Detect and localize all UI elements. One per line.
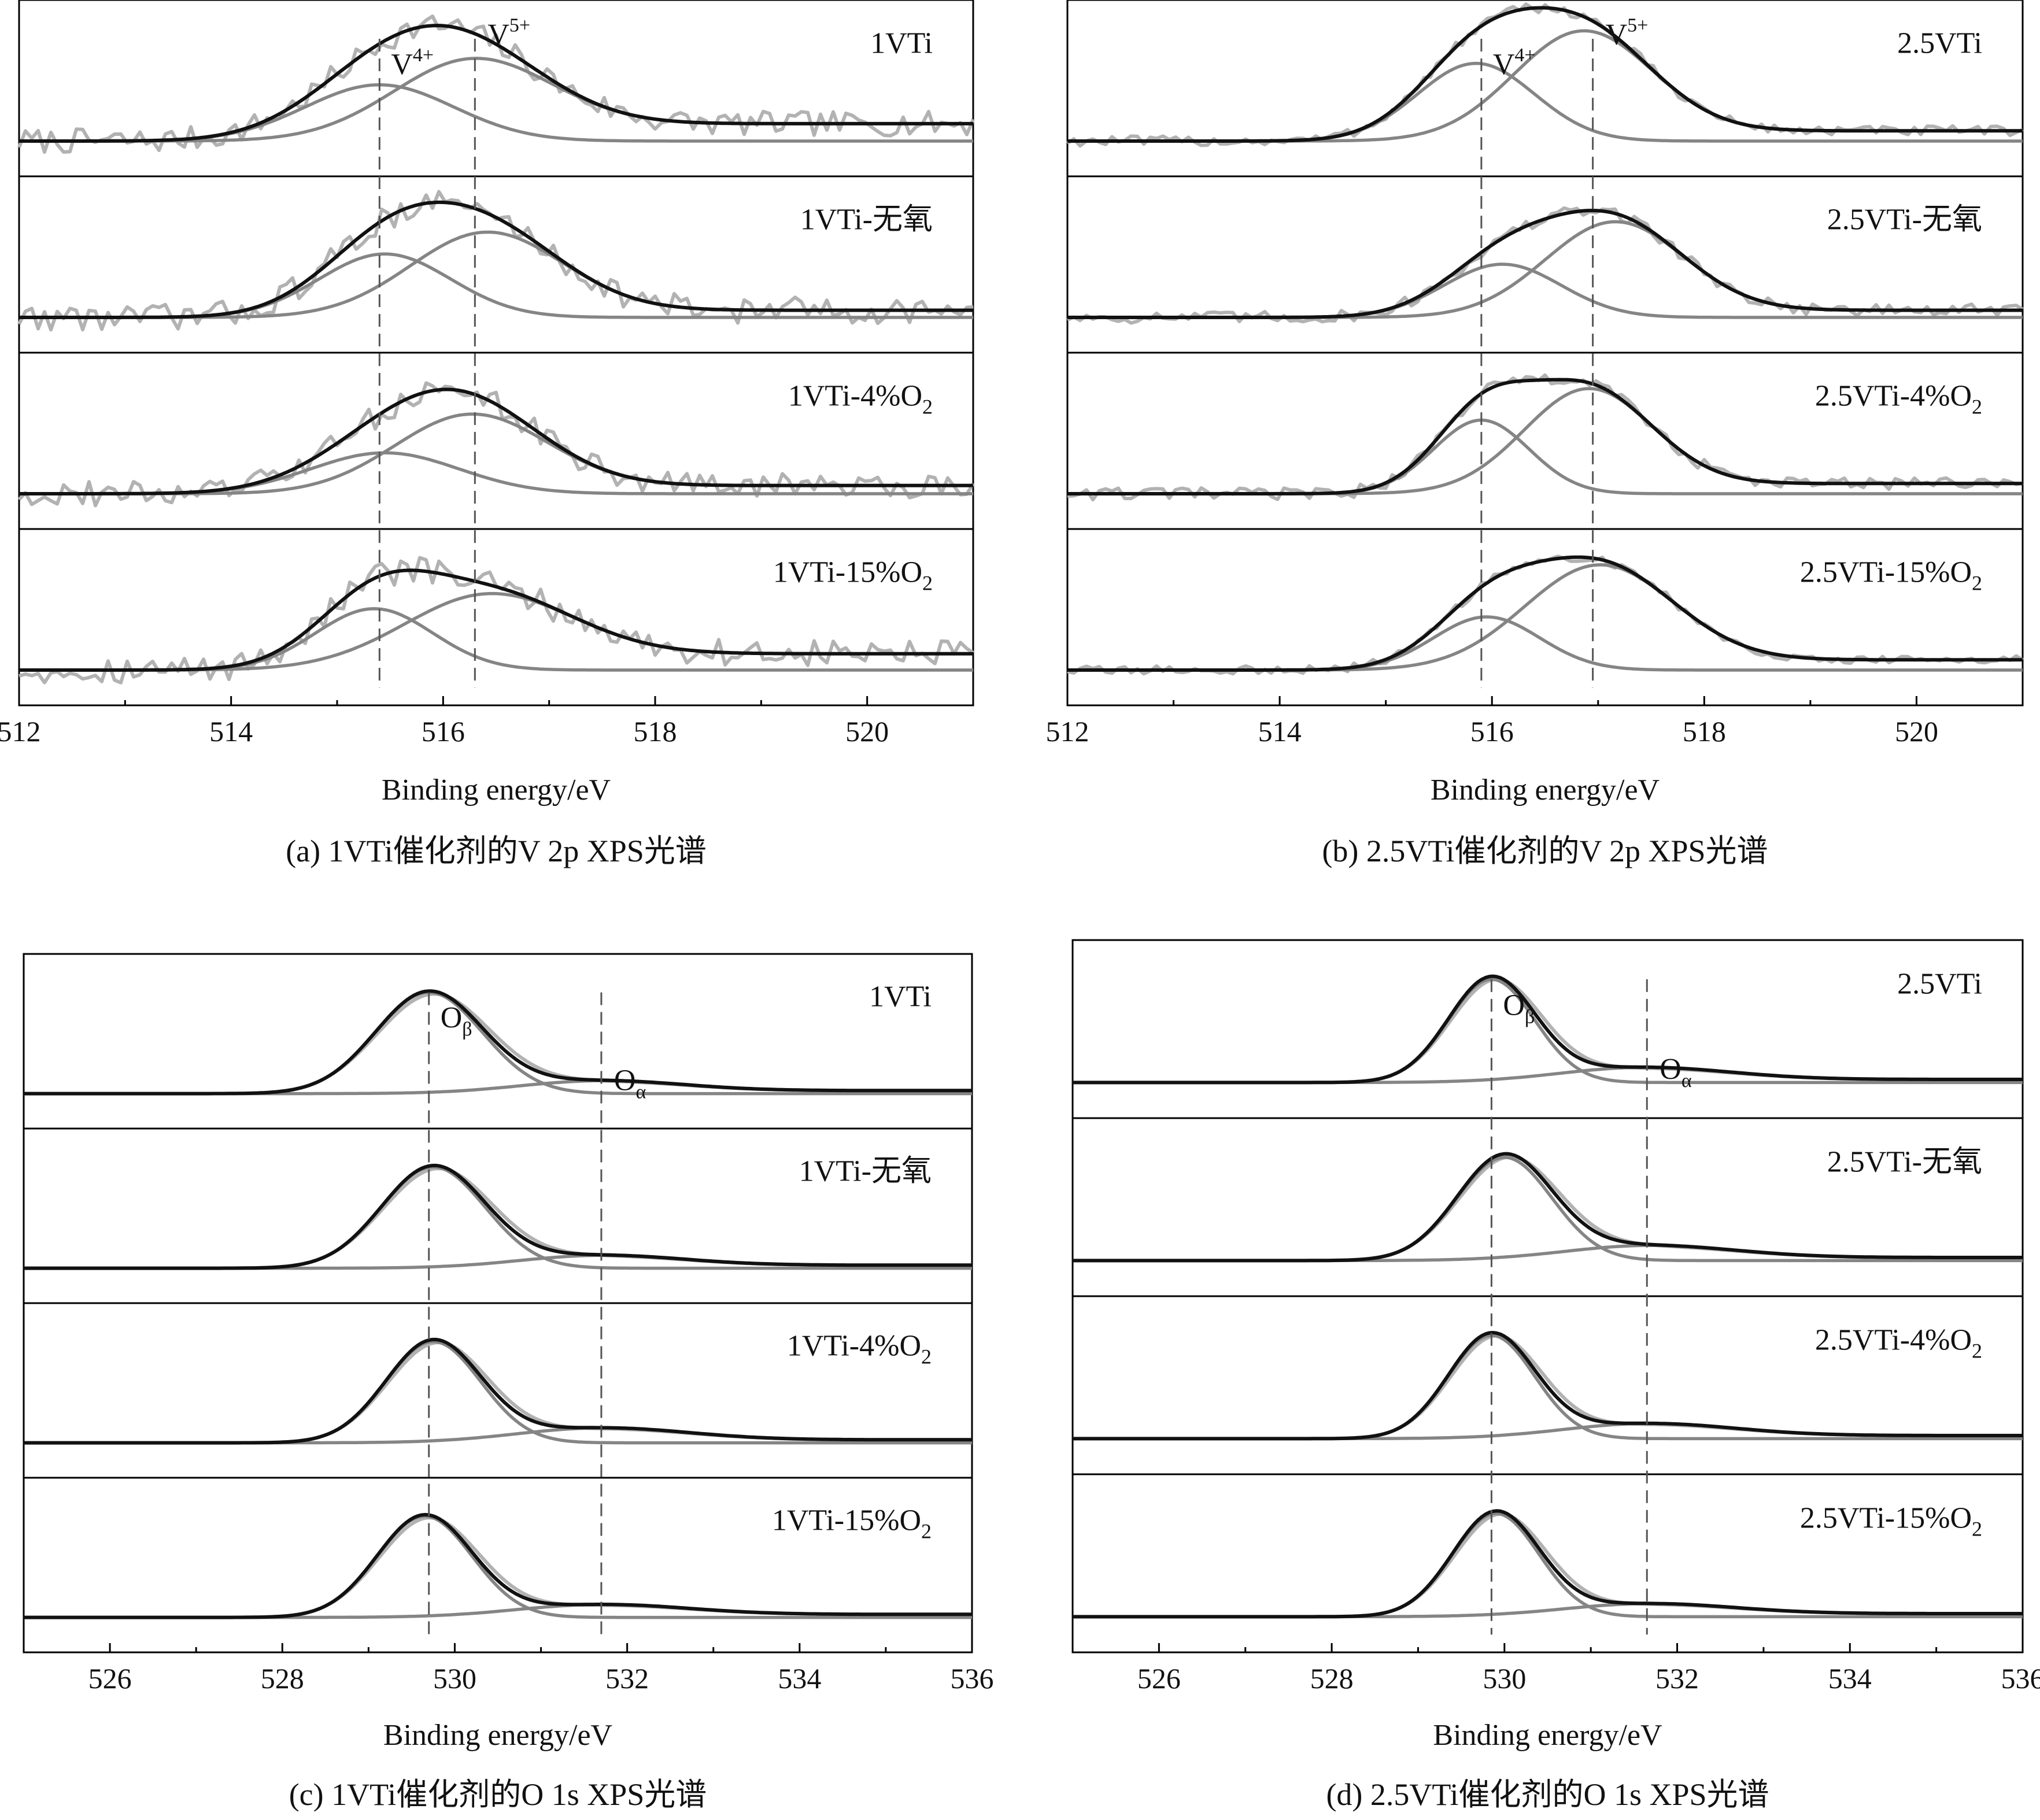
peak-label: V4+ — [1493, 45, 1536, 81]
panel-caption: (b) 2.5VTi催化剂的V 2p XPS光谱 — [1322, 834, 1768, 868]
fit-envelope — [1073, 1509, 2023, 1619]
x-axis-label: Binding energy/eV — [382, 774, 611, 807]
series-label: 1VTi — [869, 981, 932, 1013]
x-tick-label: 526 — [88, 1662, 132, 1695]
fit-envelope — [24, 989, 972, 1096]
series-label: 2.5VTi-4%O2 — [1815, 1323, 1982, 1362]
chart-panel-a: 1VTi 1VTi-无氧 1VTi-4%O2 1VTi-15%O2 V4+ V5+ 512 5… — [0, 0, 975, 868]
fit-envelope — [24, 1163, 972, 1270]
x-axis-label: Binding energy/eV — [383, 1719, 612, 1752]
fit-envelope — [19, 24, 973, 143]
peak-label: Oβ — [1503, 989, 1535, 1027]
series-label: 1VTi-4%O2 — [788, 380, 933, 419]
series-label: 1VTi-无氧 — [800, 204, 933, 236]
peak-label: V4+ — [391, 45, 434, 81]
x-axis-label: Binding energy/eV — [1433, 1719, 1662, 1752]
x-tick-label: 534 — [778, 1662, 821, 1695]
series-label: 2.5VTi-15%O2 — [1800, 1501, 1982, 1540]
x-tick-label: 536 — [2001, 1662, 2040, 1695]
x-tick-label: 520 — [845, 715, 889, 748]
x-axis-label: Binding energy/eV — [1431, 774, 1660, 807]
fit-envelope — [19, 387, 973, 495]
x-tick-label: 530 — [1483, 1662, 1526, 1695]
series-label: 2.5VTi-无氧 — [1827, 204, 1982, 236]
x-tick-label: 514 — [1258, 715, 1302, 748]
x-tick-label: 532 — [1655, 1662, 1699, 1695]
fit-component-2 — [1067, 29, 2023, 143]
raw-spectrum — [17, 381, 975, 508]
series-label: 1VTi-无氧 — [799, 1155, 932, 1188]
chart-panel-c: 1VTi 1VTi-无氧 1VTi-4%O2 1VTi-15%O2 Oβ Oα 526 528… — [23, 953, 994, 1812]
fit-envelope — [24, 1337, 972, 1445]
x-tick-label: 518 — [634, 715, 677, 748]
series-label: 2.5VTi-无氧 — [1827, 1145, 1982, 1178]
x-tick-label: 516 — [1470, 715, 1514, 748]
fit-component-2 — [19, 591, 973, 672]
fit-envelope — [1073, 1331, 2023, 1441]
x-tick-label: 532 — [605, 1662, 649, 1695]
peak-label: Oα — [1660, 1053, 1692, 1092]
series-label: 2.5VTi — [1897, 967, 1982, 1000]
x-tick-label: 530 — [433, 1662, 476, 1695]
chart-panel-b: 2.5VTi 2.5VTi-无氧 2.5VTi-4%O2 2.5VTi-15%O2 V4… — [1046, 0, 2024, 868]
x-tick-label: 536 — [951, 1662, 994, 1695]
series-label: 1VTi-4%O2 — [787, 1330, 932, 1368]
peak-label: Oα — [614, 1064, 646, 1103]
chart-panel-d: 2.5VTi 2.5VTi-无氧 2.5VTi-4%O2 2.5VTi-15%O2 Oβ… — [1071, 939, 2040, 1812]
fit-envelope — [19, 200, 973, 319]
x-tick-label: 518 — [1683, 715, 1726, 748]
raw-spectrum — [1066, 2, 2024, 148]
x-tick-label: 512 — [0, 715, 41, 748]
fit-envelope — [1073, 1152, 2023, 1263]
x-tick-label: 526 — [1137, 1662, 1181, 1695]
panel-caption: (c) 1VTi催化剂的O 1s XPS光谱 — [289, 1777, 707, 1812]
series-label: 2.5VTi-4%O2 — [1815, 380, 1982, 419]
fit-envelope — [19, 568, 973, 672]
x-tick-label: 528 — [261, 1662, 304, 1695]
series-label: 2.5VTi — [1897, 27, 1982, 60]
fit-envelope — [1067, 6, 2023, 143]
fit-envelope — [1067, 378, 2023, 495]
x-tick-label: 512 — [1046, 715, 1089, 748]
fit-envelope — [1073, 974, 2023, 1085]
peak-label: Oβ — [441, 1001, 472, 1040]
x-tick-label: 514 — [209, 715, 253, 748]
x-tick-label: 516 — [422, 715, 465, 748]
series-label: 2.5VTi-15%O2 — [1800, 556, 1982, 595]
peak-label: V5+ — [487, 14, 530, 51]
raw-spectrum — [17, 14, 975, 154]
fit-component-1 — [19, 83, 973, 143]
series-label: 1VTi-15%O2 — [773, 556, 933, 595]
x-tick-label: 528 — [1310, 1662, 1354, 1695]
fit-component-2 — [19, 57, 973, 143]
fit-envelope — [24, 1512, 972, 1619]
series-label: 1VTi-15%O2 — [772, 1504, 932, 1543]
panel-caption: (d) 2.5VTi催化剂的O 1s XPS光谱 — [1326, 1777, 1769, 1812]
fit-envelope — [1067, 209, 2023, 319]
fit-component-1 — [19, 607, 973, 672]
panel-caption: (a) 1VTi催化剂的V 2p XPS光谱 — [286, 834, 707, 868]
series-label: 1VTi — [870, 27, 933, 60]
x-tick-label: 520 — [1895, 715, 1938, 748]
peak-label: V5+ — [1606, 14, 1649, 51]
fit-component-1 — [19, 451, 973, 495]
fit-envelope — [1067, 555, 2023, 672]
x-tick-label: 534 — [1828, 1662, 1872, 1695]
fit-component-1 — [1067, 615, 2023, 672]
